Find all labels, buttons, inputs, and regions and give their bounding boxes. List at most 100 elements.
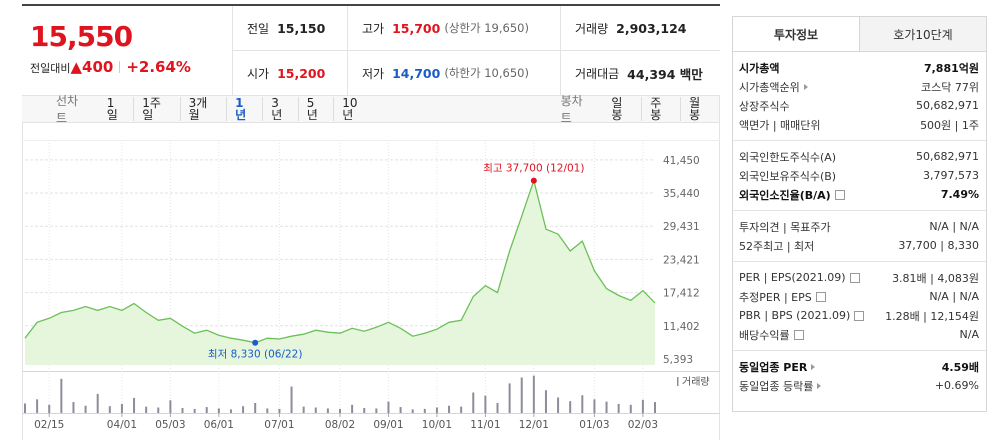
info-value: +0.69% (934, 379, 979, 392)
info-label-wrap: 시가총액순위 (739, 79, 808, 95)
volume-bar (229, 409, 232, 413)
info-tab[interactable]: 호가10단계 (859, 17, 986, 51)
info-value: N/A | N/A (929, 220, 979, 233)
info-label-wrap: 시가총액 (739, 60, 779, 76)
info-row: 외국인한도주식수(A) 50,682,971 (739, 147, 979, 166)
volume-bar (363, 407, 366, 413)
info-label-wrap: 외국인한도주식수(A) (739, 149, 836, 165)
candle-tab[interactable]: 일봉 (611, 96, 623, 122)
quote-note: (상한가 19,650) (444, 21, 529, 35)
info-tabs: 투자정보 호가10단계 (733, 17, 986, 52)
volume-bar (266, 408, 269, 413)
info-tab[interactable]: 투자정보 (733, 17, 859, 51)
volume-bar (108, 406, 111, 413)
volume-bar (157, 407, 160, 413)
info-value: 4.59배 (941, 360, 979, 374)
info-label-wrap: 배당수익률 (739, 327, 804, 343)
quote-row: 전일 15,150 고가 15,700 (상한가 19,650) 거래량 2,903,124 (233, 6, 720, 51)
separator (119, 61, 121, 73)
volume-legend: 거래량 (682, 376, 710, 388)
info-label-wrap: PER | EPS(2021.09) (739, 271, 860, 284)
volume-bar (435, 407, 438, 413)
volume-bar (36, 399, 39, 413)
volume-bar (508, 383, 511, 413)
period-tab[interactable]: 5년 (297, 97, 333, 121)
quote-label: 거래량 (575, 21, 609, 36)
info-row: 52주최고 | 최저 37,700 | 8,330 (739, 236, 979, 255)
candle-tab[interactable]: 주봉 (641, 97, 680, 121)
y-tick-label: 29,431 (663, 221, 700, 233)
info-value: 7,881억원 (923, 61, 979, 75)
volume-bar (145, 406, 148, 413)
quote-cell: 거래량 2,903,124 (561, 6, 720, 50)
info-label: 액면가 | 매매단위 (739, 118, 821, 132)
info-label: 동일업종 등락률 (739, 379, 814, 393)
info-value: 500원 | 1주 (920, 118, 979, 132)
x-tick-label: 04/01 (107, 419, 137, 431)
quote-table: 전일 15,150 고가 15,700 (상한가 19,650) 거래량 2,903,124… (233, 6, 720, 96)
y-tick-label: 23,421 (663, 254, 700, 266)
volume-bar (133, 397, 136, 413)
info-label-wrap: 액면가 | 매매단위 (739, 117, 821, 133)
x-tick-label: 11/01 (470, 419, 500, 431)
quote-note: (하한가 10,650) (444, 66, 529, 80)
volume-bar (339, 408, 341, 413)
help-icon[interactable] (834, 189, 845, 200)
volume-bar (375, 408, 378, 413)
period-tab[interactable]: 1주일 (133, 97, 179, 121)
quote-value: 15,200 (277, 65, 326, 81)
period-tab[interactable]: 10년 (333, 97, 376, 121)
volume-bar (532, 375, 535, 413)
volume-bar (96, 393, 99, 413)
volume-bar (387, 401, 390, 413)
arrow-icon (811, 363, 816, 370)
period-tab[interactable]: 3년 (262, 97, 297, 121)
info-label: 시가총액순위 (739, 80, 800, 94)
help-icon[interactable] (793, 329, 804, 340)
quote-label: 거래대금 (575, 66, 620, 81)
low-marker (252, 339, 259, 346)
y-tick-label: 17,412 (663, 288, 700, 300)
info-label-wrap: 상장주식수 (739, 98, 790, 114)
price-line (24, 178, 656, 344)
quote-value: 15,150 (277, 20, 326, 36)
volume-bar (290, 386, 293, 413)
chart: 5,393 11,402 17,412 23,421 29,431 35,440 41,45… (22, 122, 720, 440)
change-rate: +2.64% (126, 58, 191, 76)
change-amount: ▲400 (70, 58, 114, 76)
candle-tab[interactable]: 월봉 (680, 97, 719, 121)
help-icon[interactable] (815, 291, 826, 302)
y-tick-label: 11,402 (663, 321, 700, 333)
help-icon[interactable] (849, 272, 860, 283)
info-label: 외국인소진율(B/A) (739, 188, 831, 202)
x-tick-label: 08/02 (325, 419, 355, 431)
arrow-icon (817, 382, 822, 389)
period-tab[interactable]: 1일 (106, 96, 118, 122)
x-tick-label: 09/01 (373, 419, 403, 431)
info-label-wrap: 외국인보유주식수(B) (739, 168, 836, 184)
info-label: 동일업종 PER (739, 360, 808, 374)
info-label-wrap: 투자의견 | 목표주가 (739, 219, 831, 235)
help-icon[interactable] (854, 310, 865, 321)
x-tick-label: 02/03 (628, 419, 658, 431)
info-row: 상장주식수 50,682,971 (739, 96, 979, 115)
volume-bar (641, 399, 644, 413)
info-section: 투자의견 | 목표주가 N/A | N/A 52주최고 | 최저 37,700 | 8… (733, 211, 986, 262)
info-value: N/A (959, 328, 979, 341)
info-label: 추정PER | EPS (739, 290, 812, 304)
quote-label: 고가 (362, 21, 385, 36)
volume-bar (24, 403, 26, 413)
info-label: 상장주식수 (739, 99, 790, 113)
info-label: 시가총액 (739, 61, 780, 75)
volume-bar (351, 404, 354, 413)
info-row: PER | EPS(2021.09) 3.81배 | 4,083원 (739, 268, 979, 287)
period-tab[interactable]: 1년 (226, 97, 262, 121)
info-row: 액면가 | 매매단위 500원 | 1주 (739, 115, 979, 134)
x-tick-label: 02/15 (34, 419, 64, 431)
volume-bar (448, 405, 451, 413)
volume-bar (278, 408, 281, 413)
info-value: 코스닥 77위 (921, 80, 979, 94)
period-tab[interactable]: 3개월 (179, 97, 226, 121)
